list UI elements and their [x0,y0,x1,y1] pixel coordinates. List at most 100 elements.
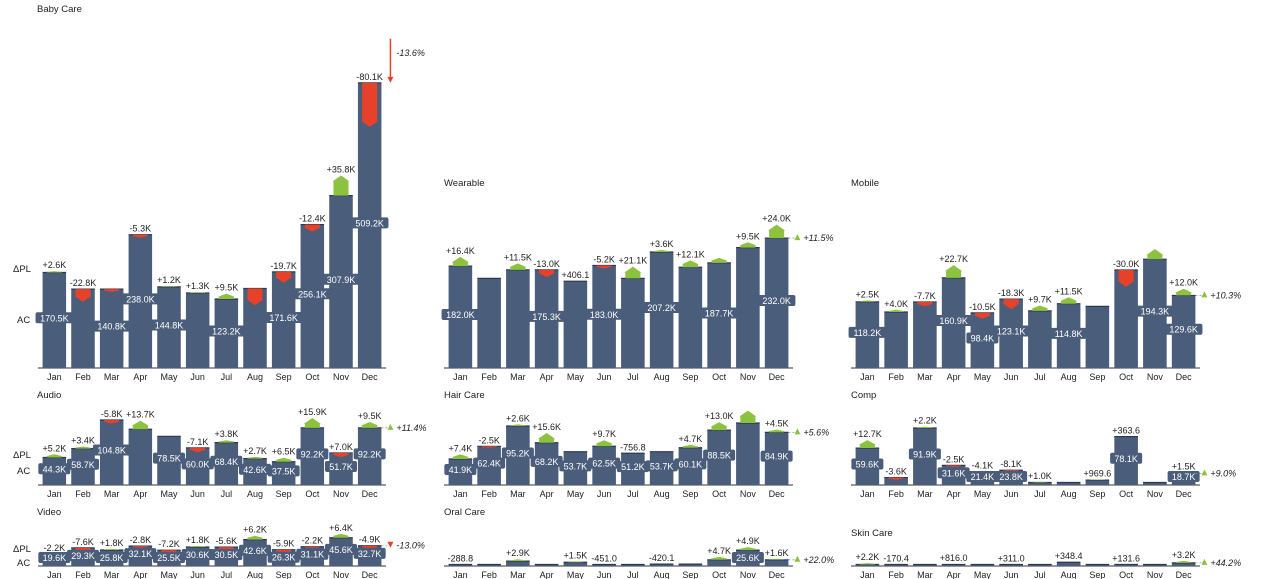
chart-title: Oral Care [444,507,485,518]
delta-label: -18.3K [998,288,1025,298]
ac-value-label-box [966,471,999,482]
ac-value-label: 88.5K [707,451,731,461]
delta-label: +1.0K [1028,471,1052,481]
x-tick-label: Jan [47,372,62,382]
chart-title: Mobile [851,178,879,189]
delta-label: +9.5K [358,411,382,421]
ac-bar [1171,562,1196,566]
ac-value-label-box [121,293,160,305]
total-percent-label: +11.4% [396,423,426,433]
delta-positive-marker [217,440,235,443]
x-tick-label: Sep [682,570,698,579]
ac-value-label: 30.6K [186,550,210,560]
ac-value-label: 123.1K [997,327,1026,337]
row-label-actual: AC [17,466,30,477]
delta-label: +11.5K [1055,286,1083,296]
x-tick-label: Apr [540,570,554,579]
ac-value-label: 68.4K [215,457,239,467]
ac-bar [477,278,501,368]
ac-value-label-box [473,457,506,469]
delta-positive-marker [858,300,876,302]
delta-negative-marker [595,265,613,269]
x-tick-label: May [974,570,992,579]
delta-label: +3.4K [71,435,95,445]
total-percent-label: +10.3% [1210,290,1241,300]
ac-value-label-box [441,309,480,321]
x-tick-label: Dec [362,489,379,499]
delta-label: +6.4K [329,523,353,533]
delta-label: +35.8K [327,165,356,175]
ac-value-label: 25.8K [100,553,124,563]
delta-negative-marker [103,420,121,424]
delta-negative-marker [74,289,92,302]
delta-positive-marker [739,547,757,551]
delta-label: -420.1 [649,553,675,563]
x-tick-label: Dec [362,372,379,382]
chart-video: VideoΔPLAC-2.2K19.6KJan-7.6K29.3KFeb+1.8… [13,507,425,579]
delta-label: -4.9K [359,535,381,545]
chart-wearable: Wearable +16.4K 182.0K Jan Feb +11.5K Mar -13.0… [441,178,834,382]
delta-positive-marker [945,265,963,278]
delta-label: -451.0 [591,554,617,564]
delta-label: +4.9K [736,536,760,546]
chart-title: Comp [851,390,876,401]
x-tick-label: Apr [947,489,961,499]
ac-value-label: 170.5K [40,313,69,323]
delta-label: +363.6 [1112,425,1140,435]
x-tick-label: Apr [540,489,554,499]
ac-bar [534,564,559,566]
x-tick-label: Nov [740,372,757,382]
delta-label: +9.7K [1028,294,1052,304]
delta-label: +1.8K [100,538,124,548]
delta-label: +1.8K [186,535,210,545]
ac-value-label-box [588,457,621,469]
delta-positive-marker [189,545,207,548]
chart-comp: Comp +12.7K 59.6K Jan -3.6K Feb +2.2K 91.9K Mar -… [851,390,1236,499]
ac-value-label: 256.1K [298,289,327,299]
ac-value-label: 140.8K [97,322,126,332]
delta-label: +15.6K [532,422,561,432]
total-up-triangle-icon [794,234,801,241]
delta-negative-marker [131,234,149,238]
x-tick-label: Nov [333,372,350,382]
ac-value-label: 26.3K [272,553,296,563]
delta-positive-marker [653,249,671,252]
delta-label: -5.6K [216,536,238,546]
x-tick-label: Aug [654,489,670,499]
ac-bar [448,564,473,566]
delta-label: -22.8K [70,278,97,288]
x-tick-label: Sep [276,489,292,499]
ac-value-label: 41.9K [449,465,473,475]
delta-positive-marker [160,286,178,287]
x-tick-label: Jan [453,570,468,579]
delta-negative-marker [189,447,207,453]
delta-label: +3.2K [1172,550,1196,560]
delta-label: -2.8K [130,535,152,545]
x-tick-label: Sep [682,489,698,499]
ac-value-label-box [181,458,214,470]
delta-negative-marker [973,312,991,319]
ac-bar [128,429,153,485]
row-label-delta: ΔPL [13,544,31,555]
delta-label: +24.0K [762,214,791,224]
ac-value-label-box [210,455,243,467]
ac-value-label: 19.6K [43,553,67,563]
delta-negative-marker [916,301,934,307]
delta-positive-marker [681,260,699,268]
ac-value-label: 59.6K [856,460,880,470]
ac-value-label-box [616,461,649,473]
ac-value-label: 84.9K [765,452,789,462]
ac-bar [1056,562,1081,566]
ac-bar [1114,564,1138,566]
x-tick-label: Jun [1004,489,1019,499]
x-tick-label: Feb [888,372,904,382]
x-tick-label: Jun [190,372,205,382]
delta-label: +2.2K [855,552,879,562]
ac-value-label: 182.0K [446,310,475,320]
x-tick-label: Jan [453,489,468,499]
ac-value-label: 53.7K [650,461,674,471]
total-up-triangle-icon [387,423,394,430]
ac-bar [884,477,908,485]
x-tick-label: Sep [1089,570,1105,579]
x-tick-label: Jun [190,489,205,499]
